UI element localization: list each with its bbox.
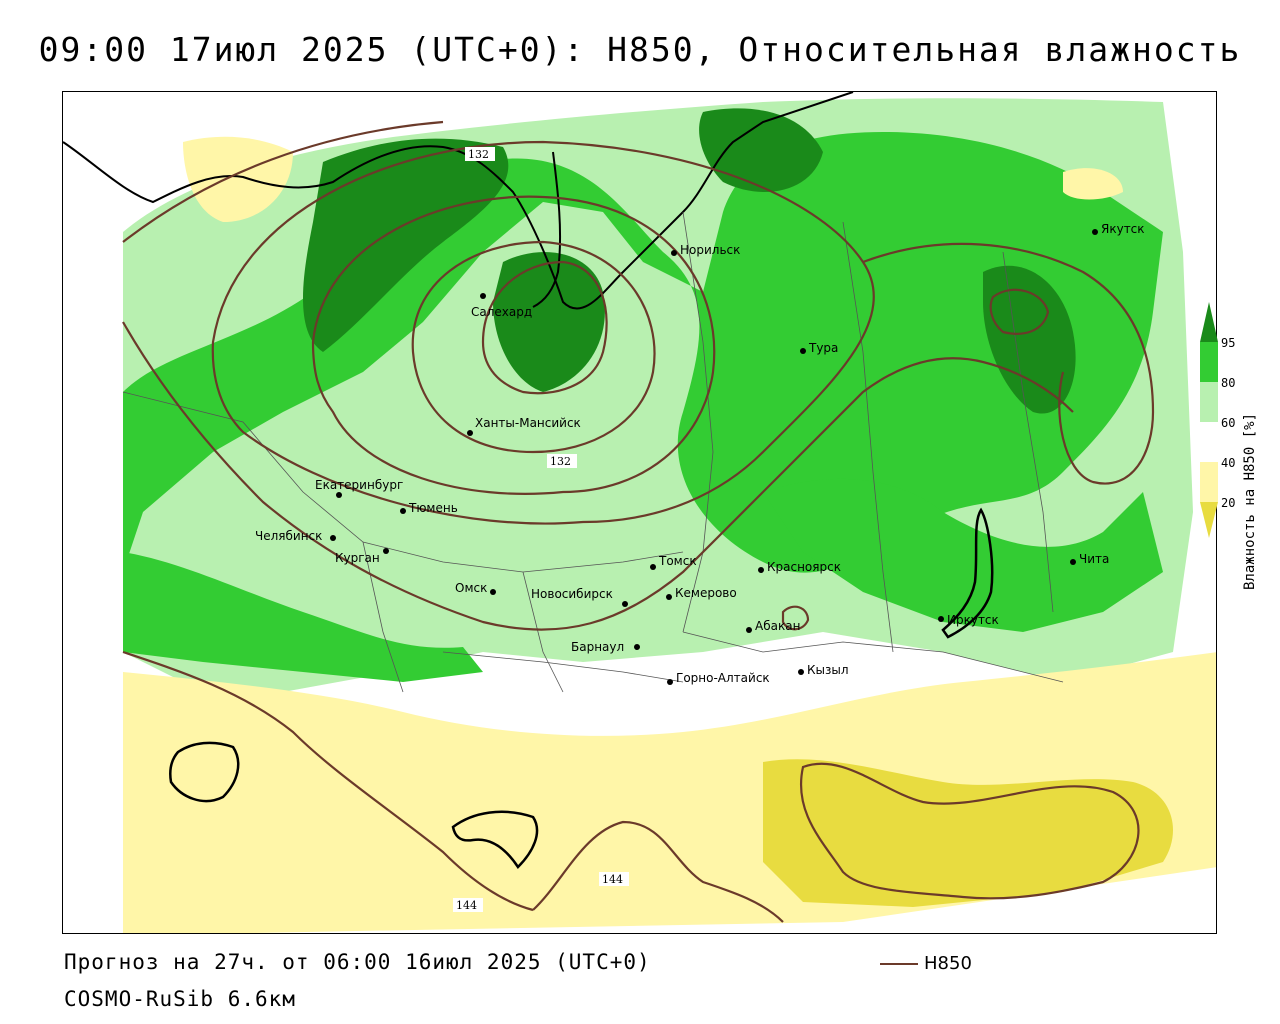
city-dot	[666, 594, 672, 600]
city-dot	[480, 293, 486, 299]
contour-label-group: 132 132 144 144	[453, 147, 629, 912]
city-dot	[467, 430, 473, 436]
city-dot	[622, 601, 628, 607]
city-irkutsk: Иркутск	[947, 613, 999, 627]
city-dot	[1070, 559, 1076, 565]
forecast-info: Прогноз на 27ч. от 06:00 16июл 2025 (UTC…	[64, 950, 651, 974]
city-omsk: Омск	[455, 581, 487, 595]
map-title: 09:00 17июл 2025 (UTC+0): H850, Относите…	[38, 30, 1242, 69]
colorbar-tick-40: 40	[1221, 456, 1236, 470]
aral-outline	[169, 741, 240, 803]
humidity-zone-95d	[699, 108, 823, 192]
city-kyzyl: Кызыл	[807, 663, 849, 677]
city-dot	[758, 567, 764, 573]
colorbar-80-95	[1200, 342, 1218, 382]
humidity-zone-95b	[493, 252, 605, 392]
contour-label-144-west: 144	[456, 899, 477, 912]
contour-label-132-south: 132	[550, 455, 571, 468]
city-dot	[383, 548, 389, 554]
colorbar-40-60	[1200, 422, 1218, 462]
city-dot	[671, 250, 677, 256]
humidity-zone-80c	[763, 478, 1163, 632]
city-tomsk: Томск	[658, 554, 697, 568]
city-khanty-mansiysk: Ханты-Мансийск	[475, 416, 581, 430]
city-kemerovo: Кемерово	[675, 586, 737, 600]
city-barnaul: Барнаул	[571, 640, 624, 654]
city-dot	[798, 669, 804, 675]
city-dot	[746, 627, 752, 633]
map-area[interactable]: 132 132 144 144 Якутск Норильск Салехард…	[62, 91, 1217, 934]
city-dot	[330, 535, 336, 541]
city-dot	[667, 679, 673, 685]
city-dot	[400, 508, 406, 514]
humidity-zone-80b	[123, 552, 483, 682]
city-dot	[650, 564, 656, 570]
city-salekhard: Салехард	[471, 305, 532, 319]
colorbar-tick-95: 95	[1221, 336, 1236, 350]
city-dot	[1092, 229, 1098, 235]
humidity-zone-below-20	[763, 759, 1173, 907]
city-tura: Тура	[808, 341, 838, 355]
city-dot	[490, 589, 496, 595]
arctic-coast	[63, 92, 854, 310]
city-markers: Якутск Норильск Салехард Тура Ханты-Манс…	[255, 222, 1145, 685]
city-norilsk: Норильск	[680, 243, 740, 257]
contour-label-144-east: 144	[602, 873, 623, 886]
contour-label-132-north: 132	[468, 148, 489, 161]
model-name: COSMO-RuSib 6.6км	[64, 987, 296, 1011]
humidity-colorbar	[1200, 302, 1218, 538]
city-krasnoyarsk: Красноярск	[767, 560, 841, 574]
colorbar-tick-20: 20	[1221, 496, 1236, 510]
city-tyumen: Тюмень	[408, 501, 458, 515]
balkhash-outline	[451, 810, 539, 869]
city-dot	[634, 644, 640, 650]
city-yekaterinburg: Екатеринбург	[315, 478, 403, 492]
colorbar-top-arrow	[1200, 302, 1218, 342]
city-abakan: Абакан	[755, 619, 800, 633]
map-canvas: 132 132 144 144 Якутск Норильск Салехард…	[63, 92, 1216, 933]
colorbar-title: Влажность на H850 [%]	[1242, 412, 1258, 590]
baikal-outline	[941, 507, 994, 639]
humidity-zone-20b	[183, 136, 293, 222]
city-chita: Чита	[1079, 552, 1109, 566]
city-yakutsk: Якутск	[1101, 222, 1145, 236]
city-novosibirsk: Новосибирск	[531, 587, 613, 601]
colorbar-20-40	[1200, 462, 1218, 502]
city-dot	[336, 492, 342, 498]
city-dot	[800, 348, 806, 354]
city-gorno-altaysk: Горно-Алтайск	[676, 671, 770, 685]
region-borders	[122, 211, 1064, 693]
contour-legend-label: H850	[924, 953, 972, 974]
h850-contours	[122, 120, 1155, 923]
city-kurgan: Курган	[335, 551, 380, 565]
city-chelyabinsk: Челябинск	[255, 529, 322, 543]
humidity-zone-20c	[1063, 168, 1123, 200]
city-dot	[938, 616, 944, 622]
humidity-zone-95a	[303, 138, 509, 352]
colorbar-60-80	[1200, 382, 1218, 422]
contour-legend-line	[880, 962, 918, 965]
humidity-zone-95c	[983, 265, 1076, 414]
colorbar-bottom-arrow	[1200, 502, 1218, 538]
colorbar-tick-80: 80	[1221, 376, 1236, 390]
yamal-coast	[532, 151, 562, 308]
contour-legend: H850	[880, 953, 972, 974]
colorbar-tick-60: 60	[1221, 416, 1236, 430]
